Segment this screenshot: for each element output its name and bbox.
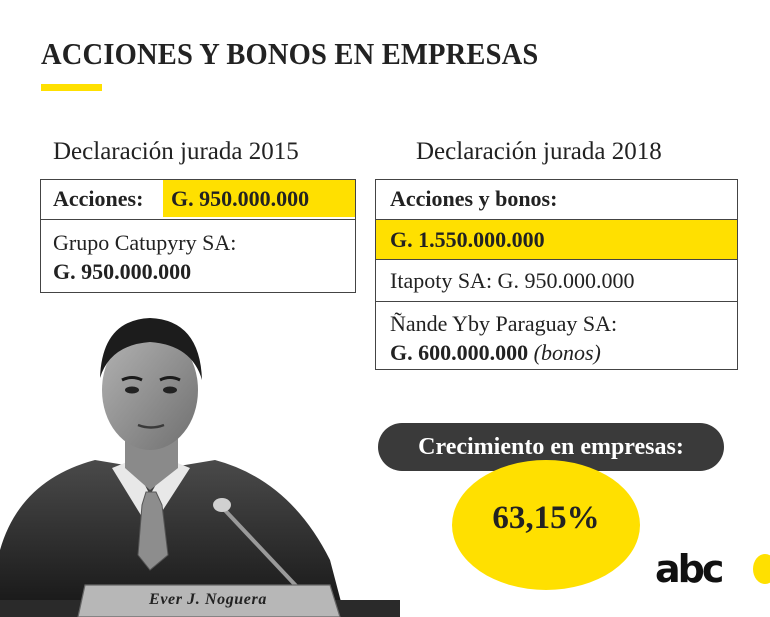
declaration-2018-box: Acciones y bonos: G. 1.550.000.000 Itapo… [375, 179, 738, 370]
shares-label-2015: Acciones: [53, 186, 144, 211]
company-value-nande-yby: G. 600.000.000 [390, 340, 529, 365]
shares-value-2015: G. 950.000.000 [163, 180, 355, 217]
page-title: ACCIONES Y BONOS EN EMPRESAS [41, 36, 539, 71]
shares-bonds-label-2018: Acciones y bonos: [390, 186, 558, 211]
company-row-2015: Grupo Catupyry SA: G. 950.000.000 [41, 219, 355, 293]
shares-row-2015: Acciones: G. 950.000.000 [41, 180, 355, 219]
politician-photo [0, 318, 400, 617]
heading-2018: Declaración jurada 2018 [416, 138, 662, 165]
nameplate-text: Ever J. Noguera [149, 591, 267, 608]
growth-circle [452, 460, 640, 590]
company-row-nande-yby: Ñande Yby Paraguay SA: G. 600.000.000 (b… [376, 301, 737, 369]
bonds-note: (bonos) [533, 340, 601, 365]
company-name-catupyry: Grupo Catupyry SA: [53, 230, 237, 255]
title-underline [41, 84, 102, 91]
declaration-2015-box: Acciones: G. 950.000.000 Grupo Catupyry … [40, 179, 356, 293]
shares-bonds-total-2018: G. 1.550.000.000 [376, 219, 737, 259]
company-row-itapoty: Itapoty SA: G. 950.000.000 [376, 259, 737, 301]
growth-percent: 63,15% [492, 500, 600, 536]
heading-2015: Declaración jurada 2015 [53, 138, 299, 165]
company-name-nande-yby: Ñande Yby Paraguay SA: [390, 311, 618, 336]
abc-logo: abc [655, 547, 724, 591]
company-value-catupyry: G. 950.000.000 [53, 259, 192, 284]
logo-accent-dot [753, 554, 770, 584]
